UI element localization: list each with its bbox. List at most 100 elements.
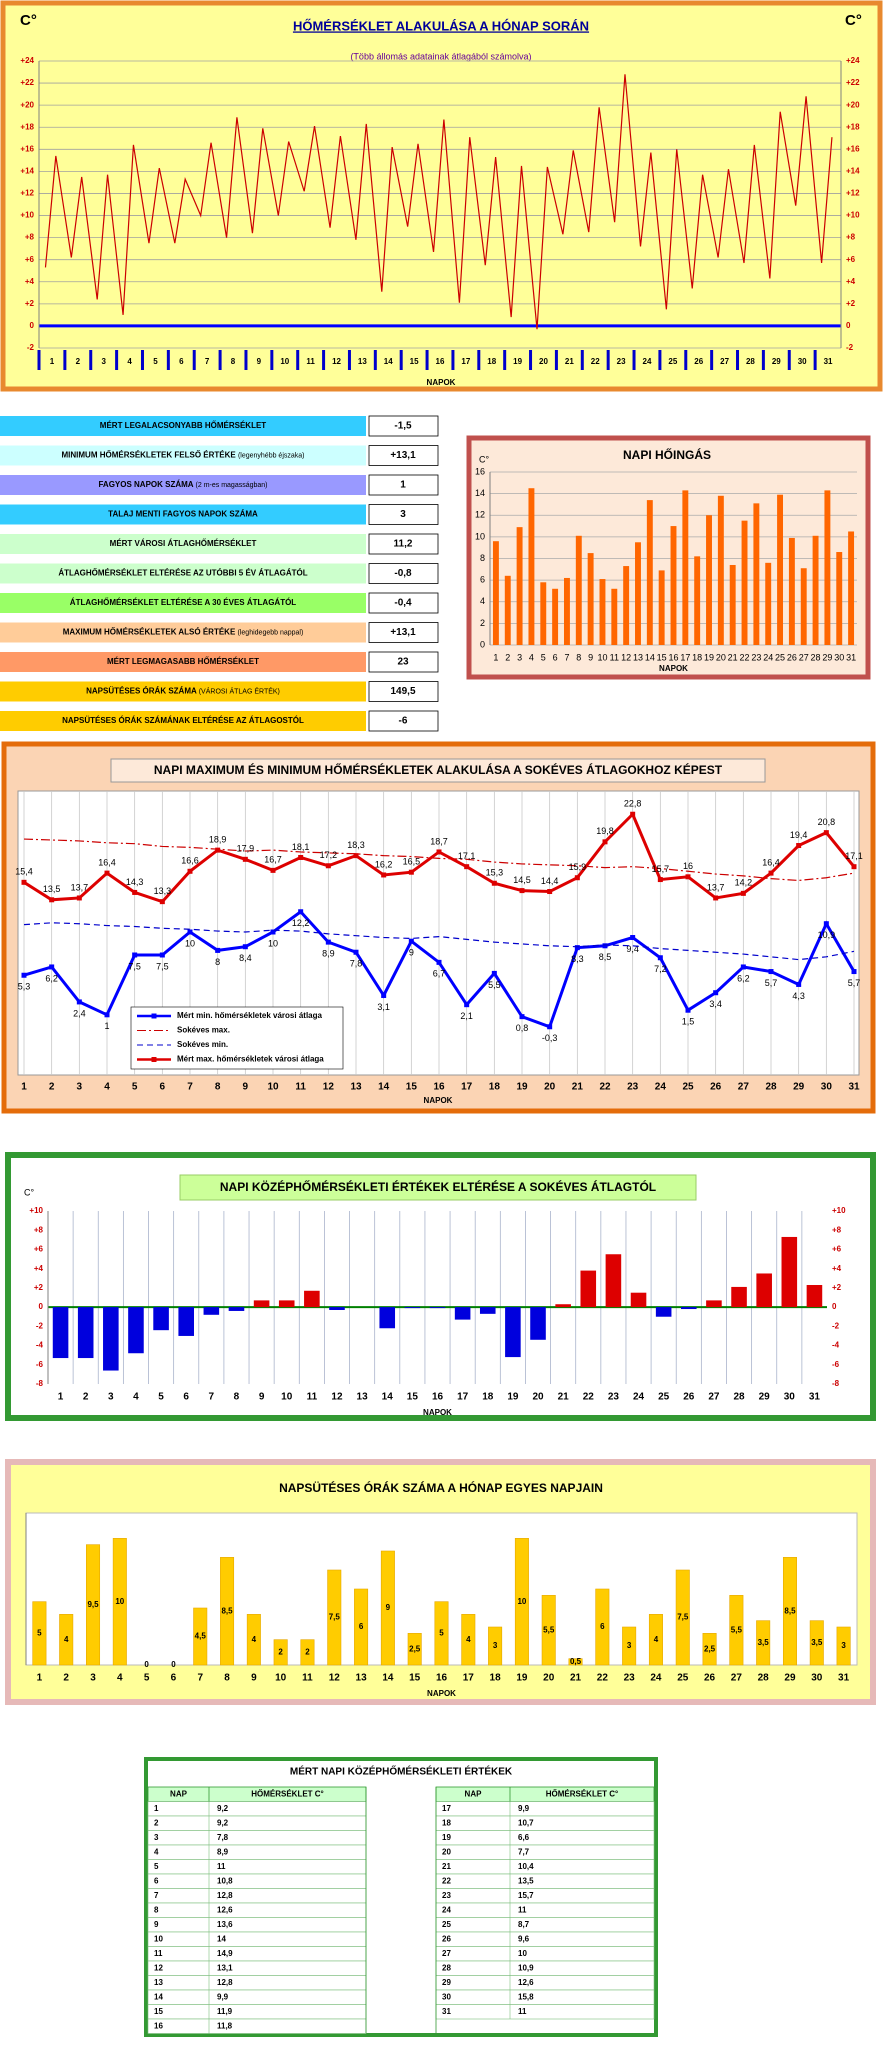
day-cell: 6	[154, 1876, 159, 1885]
x-tick-label: 7	[187, 1082, 193, 1093]
x-tick-label: 6	[171, 1673, 177, 1684]
stat-note: (2 m-es magasságban)	[196, 482, 268, 489]
marker	[740, 964, 746, 970]
stat-label-box	[0, 593, 366, 613]
value-label: 7,5	[156, 961, 169, 971]
x-tick-label: 5	[144, 1673, 150, 1684]
x-tick-label: 16	[668, 652, 678, 662]
header-cell: HŐMÉRSÉKLET C°	[546, 1789, 619, 1798]
y-tick-label: -2	[846, 343, 854, 352]
stat-label-text: NAPSÜTÉSES ÓRÁK SZÁMA	[86, 687, 197, 696]
stat-label: MINIMUM HŐMÉRSÉKLETEK FELSŐ ÉRTÉKE (lege…	[61, 451, 304, 460]
value-label: 2,5	[704, 1644, 716, 1653]
marker	[574, 945, 580, 951]
temp-cell: 9,9	[518, 1804, 530, 1813]
value-label: 3	[627, 1641, 632, 1650]
bar	[836, 552, 843, 645]
x-tick-label: 30	[784, 1392, 796, 1403]
y-tick-label: 2	[480, 618, 485, 628]
bar	[655, 1307, 672, 1317]
x-axis-label: NAPOK	[427, 378, 456, 387]
bar	[681, 1307, 697, 1310]
marker	[76, 895, 82, 901]
value-label: 8,3	[571, 954, 584, 964]
stat-label-text: NAPSÜTÉSES ÓRÁK SZÁMÁNAK ELTÉRÉSE AZ ÁTL…	[62, 716, 304, 725]
y-tick-label: +4	[34, 1264, 44, 1273]
legend-marker	[151, 1057, 157, 1062]
x-tick-label: 11	[295, 1082, 306, 1093]
x-tick-label: 29	[793, 1082, 805, 1093]
chart-title: HŐMÉRSÉKLET ALAKULÁSA A HÓNAP SORÁN	[293, 18, 589, 33]
day-cell: 4	[154, 1847, 159, 1856]
marker	[796, 981, 802, 987]
value-label: 13,3	[154, 886, 172, 896]
row	[147, 1844, 367, 1860]
row	[147, 1931, 367, 1947]
row	[435, 2004, 655, 2020]
x-tick-label: 9	[588, 652, 593, 662]
temp-cell: 9,2	[217, 1804, 229, 1813]
x-tick-label: 23	[624, 1673, 636, 1684]
temp-cell: 13,6	[217, 1920, 233, 1929]
temp-cell: 9,6	[518, 1934, 530, 1943]
bar	[599, 579, 606, 645]
marker	[491, 880, 497, 886]
x-tick-label: 28	[758, 1673, 770, 1684]
temp-cell: 10,4	[518, 1862, 534, 1871]
day-cell: 13	[154, 1978, 163, 1987]
y-tick-label: +10	[20, 211, 34, 220]
x-tick-label: 19	[513, 357, 522, 366]
y-tick-label: 6	[480, 575, 485, 585]
marker	[76, 999, 82, 1005]
series-line	[23, 838, 855, 882]
x-tick-label: 25	[775, 652, 785, 662]
x-tick-label: 29	[822, 652, 832, 662]
day-cell: 9	[154, 1920, 159, 1929]
stat-value: -6	[399, 716, 408, 727]
day-cell: 21	[442, 1862, 451, 1871]
bar	[611, 588, 618, 645]
bar	[729, 1595, 744, 1666]
stat-label: NAPSÜTÉSES ÓRÁK SZÁMA (VÁROSI ÁTLAG ÉRTÉ…	[86, 686, 280, 695]
x-tick-label: 9	[251, 1673, 257, 1684]
stat-label-box	[0, 416, 366, 436]
x-tick-label: 22	[599, 1082, 611, 1093]
stat-note: (legenyhébb éjszaka)	[238, 452, 305, 459]
y-tick-label: +24	[20, 56, 34, 65]
bar	[454, 1307, 471, 1320]
x-tick-label: 4	[529, 652, 534, 662]
x-tick-label: 7	[564, 652, 569, 662]
stat-value: 3	[400, 509, 406, 520]
day-cell: 5	[154, 1862, 159, 1871]
value-label: 14,2	[735, 878, 753, 888]
value-label: 16,7	[264, 855, 282, 865]
x-tick-label: 10	[275, 1673, 287, 1684]
marker	[713, 990, 719, 996]
temp-cell: 12,8	[217, 1891, 233, 1900]
x-tick-label: 4	[127, 357, 132, 366]
y-unit: C°	[20, 12, 37, 29]
value-label: 10	[517, 1597, 526, 1606]
marker	[630, 811, 636, 817]
bar	[128, 1307, 144, 1354]
temp-cell: 15,7	[518, 1891, 534, 1900]
bar	[516, 527, 523, 645]
bar	[488, 1626, 503, 1666]
bar	[103, 1307, 119, 1371]
temp-cell: 11	[217, 1862, 226, 1871]
value-label: 13,7	[71, 882, 89, 892]
y-tick-label: +2	[25, 299, 35, 308]
bar	[552, 588, 559, 645]
x-tick-label: 15	[407, 1392, 419, 1403]
value-label: 5,3	[18, 982, 31, 992]
value-label: 4	[64, 1635, 69, 1644]
bar	[404, 1307, 421, 1309]
bar	[731, 1286, 747, 1308]
row	[435, 1946, 655, 1962]
value-label: 0	[144, 1660, 149, 1669]
x-tick-label: 7	[205, 357, 210, 366]
row	[147, 1989, 367, 2005]
marker	[519, 1014, 525, 1020]
stat-label-box	[0, 652, 366, 672]
day-cell: 22	[442, 1876, 451, 1885]
